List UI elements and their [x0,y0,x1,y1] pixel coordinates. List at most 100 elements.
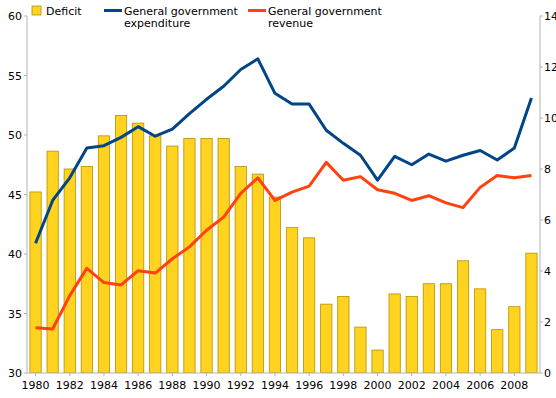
y2-tick-label: 2 [544,316,551,329]
x-tick [445,373,446,376]
y2-tick [540,118,543,119]
y-tick-label: 55 [8,70,22,83]
y2-tick [540,271,543,272]
legend: Deficit General governmentexpenditure Gene… [32,5,383,30]
y-tick [24,373,27,374]
bar [526,253,537,373]
y-tick-label: 50 [8,129,22,142]
bar [423,284,434,373]
legend-swatch [104,9,122,12]
bar [30,192,41,373]
x-tick-label: 2008 [500,379,528,392]
bar [286,228,297,373]
x-tick [411,373,412,376]
bar [321,304,332,373]
x-tick [377,373,378,376]
y-tick-label: 60 [8,10,22,23]
bar [440,284,451,373]
x-tick [274,373,275,376]
bar [201,138,212,373]
bar [218,138,229,373]
bar [150,136,161,373]
bar [47,151,58,373]
bar [406,297,417,374]
x-tick-label: 1994 [261,379,289,392]
x-tick-label: 1982 [56,379,84,392]
x-tick-label: 2006 [466,379,494,392]
x-tick-label: 1998 [329,379,357,392]
bar [252,174,263,373]
bar [115,115,126,373]
x-tick-label: 1980 [22,379,50,392]
bar [475,289,486,373]
bar [492,330,503,373]
y2-tick-label: 12 [544,61,556,74]
y2-tick [540,67,543,68]
y2-axis [540,16,541,373]
x-tick [480,373,481,376]
x-tick [138,373,139,376]
y-tick [24,194,27,195]
x-tick-label: 1984 [90,379,118,392]
legend-label: General governmentexpenditure [124,5,239,30]
y2-tick [540,16,543,17]
legend-swatch [32,6,41,15]
x-tick [240,373,241,376]
legend-swatch [248,9,266,12]
bar [509,307,520,373]
bar [184,138,195,373]
legend-label-line: Deficit [46,5,82,18]
y2-tick-label: 0 [544,367,551,380]
marks [30,59,537,373]
bar [269,197,280,373]
x-tick-label: 1990 [193,379,221,392]
bar [338,297,349,374]
y2-tick-label: 4 [544,265,551,278]
y-tick [24,313,27,314]
x-tick-label: 2002 [398,379,426,392]
bar [64,169,75,373]
legend-label: Deficit [46,5,82,18]
x-tick [309,373,310,376]
bar [98,136,109,373]
x-tick-label: 1996 [295,379,323,392]
y-tick-label: 45 [8,189,22,202]
y2-tick [540,373,543,374]
bar [389,294,400,373]
y2-tick-label: 8 [544,163,551,176]
legend-label: General governmentrevenue [268,5,383,30]
x-tick-label: 1988 [158,379,186,392]
chart: 3035404550556002468101214198019821984198… [0,0,556,398]
y2-tick [540,220,543,221]
x-tick [35,373,36,376]
x-tick [206,373,207,376]
bar [355,327,366,373]
x-tick-label: 1992 [227,379,255,392]
y-tick [24,16,27,17]
legend-label-line: revenue [268,17,313,30]
y2-tick-label: 10 [544,112,556,125]
x-tick [69,373,70,376]
y-tick [24,75,27,76]
bar [133,123,144,373]
legend-label-line: expenditure [124,17,190,30]
y2-tick [540,322,543,323]
y2-tick [540,169,543,170]
y2-tick-label: 6 [544,214,551,227]
bar [304,238,315,373]
y-tick [24,254,27,255]
line [36,59,532,243]
x-tick-label: 2004 [432,379,460,392]
bar [457,261,468,373]
y-tick-label: 35 [8,308,22,321]
bar [372,350,383,373]
line [36,162,532,329]
y-tick [24,135,27,136]
x-tick [172,373,173,376]
x-tick [514,373,515,376]
y2-tick-label: 14 [544,10,556,23]
x-tick [343,373,344,376]
x-tick [103,373,104,376]
y-tick-label: 30 [8,367,22,380]
x-tick-label: 2000 [364,379,392,392]
